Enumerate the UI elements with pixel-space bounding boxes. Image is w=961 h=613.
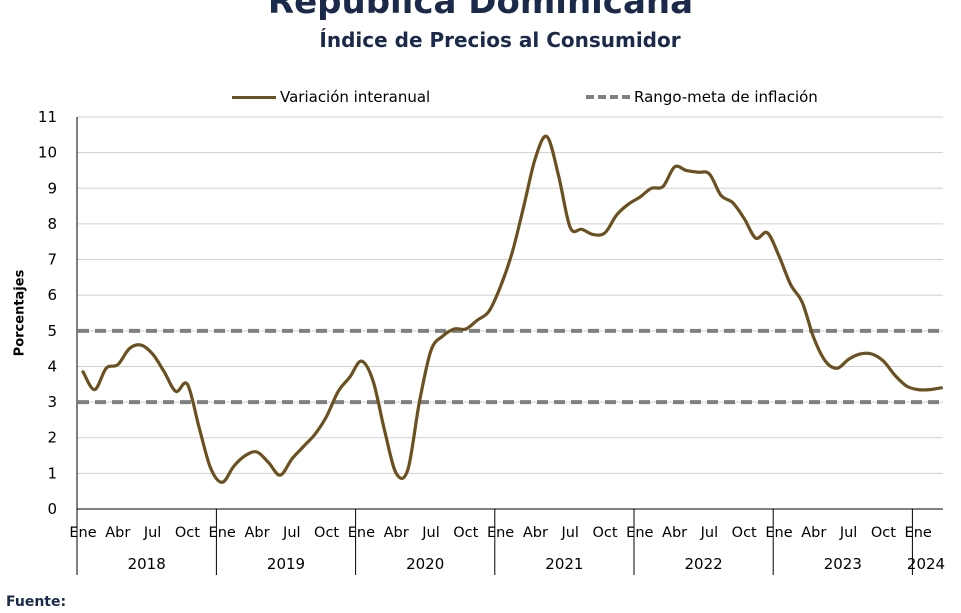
x-tick-label-jul-2021: Jul [560, 525, 579, 541]
y-tick-label-4: 4 [47, 357, 57, 375]
legend-dashed-line-icon [586, 95, 630, 99]
legend-item-variacion: Variación interanual [232, 86, 430, 108]
chart-subtitle: Índice de Precios al Consumidor [319, 28, 681, 52]
x-tick-label-ene-2018: Ene [69, 525, 96, 541]
x-tick-label-oct-2023: Oct [871, 525, 896, 541]
year-label-2023: 2023 [824, 555, 862, 573]
x-tick-label-ene-2019: Ene [209, 525, 236, 541]
y-tick-label-6: 6 [47, 286, 57, 304]
x-tick-label-jul-2018: Jul [143, 525, 162, 541]
source-label: Fuente: [6, 594, 67, 610]
y-tick-label-1: 1 [47, 464, 57, 482]
y-tick-label-0: 0 [47, 500, 57, 518]
x-tick-label-oct-2018: Oct [175, 525, 200, 541]
x-tick-label-abr-2019: Abr [244, 525, 269, 541]
series-line-variacion-interanual [81, 134, 943, 484]
chart-title: República Dominicana [267, 0, 694, 22]
year-label-2022: 2022 [685, 555, 723, 573]
x-tick-label-jul-2022: Jul [700, 525, 719, 541]
x-tick-label-oct-2020: Oct [453, 525, 478, 541]
legend-label-variacion: Variación interanual [280, 88, 431, 106]
x-tick-label-jul-2023: Jul [839, 525, 858, 541]
x-tick-label-jul-2020: Jul [421, 525, 440, 541]
y-tick-label-11: 11 [38, 108, 57, 126]
legend-item-rango-meta: Rango-meta de inflación [586, 86, 818, 108]
y-tick-label-9: 9 [47, 179, 57, 197]
y-tick-label-3: 3 [47, 393, 57, 411]
x-tick-label-ene-2021: Ene [487, 525, 514, 541]
x-tick-label-abr-2021: Abr [523, 525, 548, 541]
y-tick-label-8: 8 [47, 215, 57, 233]
y-tick-label-2: 2 [47, 429, 57, 447]
y-tick-label-10: 10 [38, 144, 57, 162]
x-tick-label-ene-2020: Ene [348, 525, 375, 541]
x-tick-label-jul-2019: Jul [282, 525, 301, 541]
x-tick-label-oct-2019: Oct [314, 525, 339, 541]
year-label-2021: 2021 [545, 555, 583, 573]
y-tick-label-5: 5 [47, 322, 57, 340]
y-tick-label-7: 7 [47, 251, 57, 269]
x-tick-label-abr-2020: Abr [384, 525, 409, 541]
legend-solid-line-icon [232, 95, 276, 99]
x-tick-label-ene-2023: Ene [765, 525, 792, 541]
x-tick-label-oct-2022: Oct [732, 525, 757, 541]
year-label-2019: 2019 [267, 555, 305, 573]
x-tick-label-oct-2021: Oct [592, 525, 617, 541]
year-label-2024: 2024 [907, 555, 945, 573]
year-label-2018: 2018 [128, 555, 166, 573]
x-tick-label-ene-2022: Ene [626, 525, 653, 541]
year-label-2020: 2020 [406, 555, 444, 573]
x-tick-label-abr-2023: Abr [801, 525, 826, 541]
x-tick-label-abr-2022: Abr [662, 525, 687, 541]
legend-label-rango-meta: Rango-meta de inflación [634, 88, 818, 106]
x-tick-label-ene-2024: Ene [905, 525, 932, 541]
x-tick-label-abr-2018: Abr [105, 525, 130, 541]
